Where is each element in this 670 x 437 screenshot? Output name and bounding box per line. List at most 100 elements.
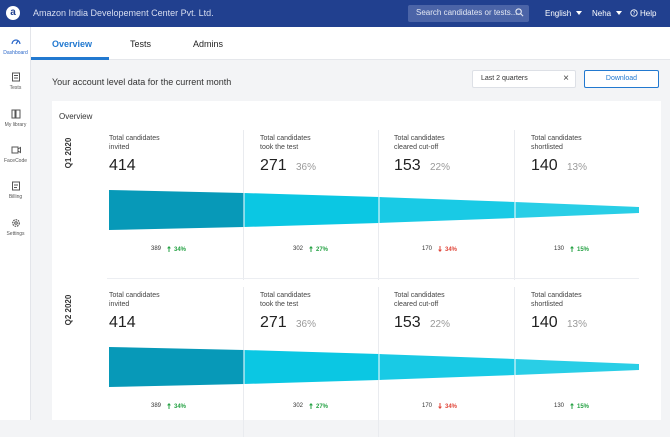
base-count: 130: [553, 246, 564, 252]
funnel-chart: [109, 190, 639, 230]
metric-percent: 13%: [567, 162, 588, 173]
dashboard-icon: [10, 39, 21, 45]
metric-value: 153: [394, 314, 421, 331]
sidebar-item-label: Tests: [9, 85, 22, 91]
sidebar-item-billing[interactable]: Billing: [0, 181, 31, 200]
search-placeholder: Search candidates or tests...: [416, 8, 518, 17]
quarter-label: Q1 2020: [64, 137, 73, 169]
metric-value: 271: [260, 157, 287, 174]
metric-percent: 22%: [430, 162, 451, 173]
change-value: 34%: [445, 404, 458, 410]
funnel-segment: [379, 354, 515, 380]
top-bar: a Amazon India Developement Center Pvt. …: [0, 0, 670, 27]
sidebar-item-tests[interactable]: Tests: [0, 72, 31, 91]
metric-percent: 36%: [296, 162, 317, 173]
metric-label-line: Total candidates: [260, 292, 311, 299]
sidebar-item-library[interactable]: My library: [0, 109, 31, 128]
metric-label: Total candidates shortlisted: [531, 134, 621, 152]
arrow-down-icon: [438, 403, 442, 409]
funnel-segment: [379, 197, 515, 223]
change-value: 34%: [174, 247, 187, 253]
metric-label-line: cleared cut-off: [394, 144, 439, 151]
change-value: 15%: [577, 404, 590, 410]
funnel-segment: [109, 347, 244, 387]
section-divider: [107, 278, 639, 279]
tab-admins[interactable]: Admins: [193, 39, 224, 49]
metric-label-line: cleared cut-off: [394, 301, 439, 308]
sidebar-item-facecode[interactable]: FaceCode: [0, 145, 31, 164]
base-count: 302: [292, 246, 303, 252]
arrow-up-icon: [570, 246, 574, 252]
metric-label: Total candidates invited: [109, 134, 199, 152]
metric-value: 140: [531, 157, 558, 174]
facecode-icon: [11, 146, 21, 154]
funnel-segment: [515, 359, 639, 375]
change-indicator: 27%: [309, 246, 328, 253]
library-icon: [11, 109, 20, 119]
funnel-segment: [244, 350, 379, 384]
metric-label-line: invited: [109, 144, 130, 151]
arrow-up-icon: [167, 403, 171, 409]
help-link[interactable]: ? Help: [630, 9, 656, 18]
sidebar-item-label: FaceCode: [3, 158, 28, 164]
sidebar-item-dashboard[interactable]: Dashboard: [0, 37, 31, 56]
search-icon[interactable]: [515, 8, 524, 17]
base-count: 389: [150, 403, 161, 409]
svg-text:?: ?: [633, 11, 636, 17]
change-indicator: 15%: [570, 403, 589, 410]
metric-value: 140: [531, 314, 558, 331]
metric-label-line: Total candidates: [531, 292, 582, 299]
change-value: 15%: [577, 247, 590, 253]
close-icon[interactable]: ×: [563, 73, 569, 84]
metric-label: Total candidates invited: [109, 291, 199, 309]
metric-label-line: Total candidates: [260, 135, 311, 142]
language-dropdown[interactable]: English: [545, 9, 583, 18]
metric-label-line: took the test: [260, 301, 299, 308]
base-count: 130: [553, 403, 564, 409]
metric-percent: 22%: [430, 319, 451, 330]
metric-label-line: shortlisted: [531, 301, 563, 308]
funnel-chart: [109, 347, 639, 387]
metric-label-line: invited: [109, 301, 130, 308]
quarter-label: Q2 2020: [64, 294, 73, 326]
date-range-filter[interactable]: Last 2 quarters ×: [472, 70, 576, 88]
metric-value: 271: [260, 314, 287, 331]
sidebar-item-label: Dashboard: [3, 50, 28, 56]
help-label: Help: [640, 9, 657, 18]
user-dropdown[interactable]: Neha: [592, 9, 623, 18]
help-icon: ?: [630, 9, 638, 17]
change-indicator: 27%: [309, 403, 328, 410]
language-label: English: [545, 9, 572, 18]
change-indicator: 34%: [438, 246, 457, 253]
search-input[interactable]: Search candidates or tests...: [408, 5, 529, 22]
change-value: 34%: [174, 404, 187, 410]
metric-label: Total candidates took the test: [260, 134, 350, 152]
sidebar-item-label: Billing: [8, 194, 23, 200]
metric-label-line: took the test: [260, 144, 299, 151]
metric-label: Total candidates took the test: [260, 291, 350, 309]
overview-card: Overview Q1 2020 Total candidates invited 4…: [52, 101, 661, 437]
tab-overview[interactable]: Overview: [52, 39, 93, 49]
chevron-down-icon: [616, 11, 623, 15]
tab-tests[interactable]: Tests: [130, 39, 152, 49]
base-count: 302: [292, 403, 303, 409]
chevron-down-icon: [576, 11, 583, 15]
arrow-up-icon: [167, 246, 171, 252]
change-indicator: 34%: [438, 403, 457, 410]
metric-label: Total candidates shortlisted: [531, 291, 621, 309]
metric-label-line: Total candidates: [109, 135, 160, 142]
settings-icon: [11, 219, 20, 227]
funnel-segment: [244, 193, 379, 227]
arrow-down-icon: [438, 246, 442, 252]
sidebar-item-label: My library: [4, 122, 27, 128]
company-logo[interactable]: a: [6, 6, 20, 20]
sidebar-item-settings[interactable]: Settings: [0, 218, 31, 237]
base-count: 170: [421, 403, 432, 409]
company-name: Amazon India Developement Center Pvt. Lt…: [33, 8, 214, 18]
arrow-up-icon: [309, 246, 313, 252]
billing-icon: [11, 181, 20, 191]
user-name: Neha: [592, 9, 612, 18]
download-button[interactable]: Download: [584, 70, 659, 88]
change-value: 27%: [316, 404, 329, 410]
arrow-up-icon: [570, 403, 574, 409]
